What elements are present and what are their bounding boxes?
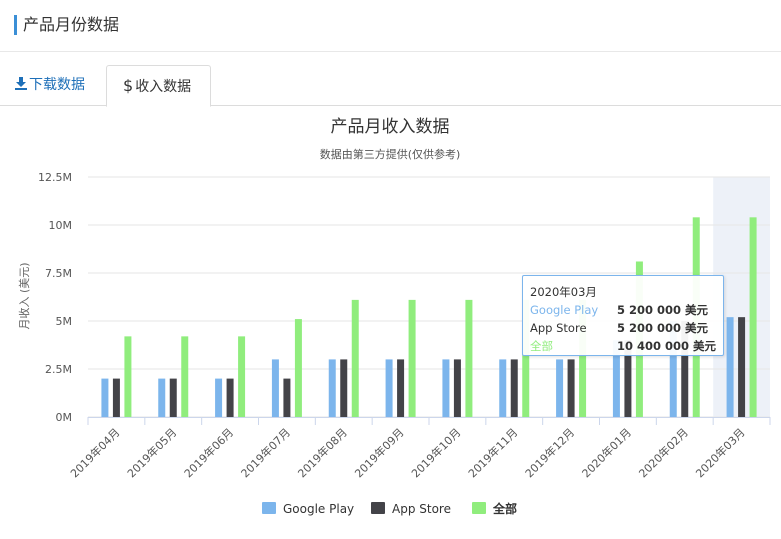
y-tick-label: 12.5M — [38, 171, 72, 184]
y-axis-label: 月收入 (美元) — [17, 262, 31, 329]
section-title: 产品月份数据 — [23, 15, 120, 34]
x-tick-label: 2019年09月 — [352, 425, 407, 480]
bar-1-0[interactable] — [112, 378, 120, 417]
chart-subtitle: 数据由第三方提供(仅供参考) — [320, 147, 461, 161]
bar-0-5[interactable] — [385, 359, 393, 417]
bar-0-11[interactable] — [726, 317, 734, 417]
y-tick-label: 10M — [49, 219, 73, 232]
bar-1-5[interactable] — [397, 359, 405, 417]
bar-2-7[interactable] — [522, 299, 530, 417]
x-tick-label: 2019年06月 — [181, 425, 236, 480]
bar-0-1[interactable] — [158, 378, 166, 417]
bar-2-6[interactable] — [465, 299, 473, 417]
legend-label: 全部 — [492, 501, 517, 516]
bar-0-6[interactable] — [442, 359, 450, 417]
bar-2-0[interactable] — [124, 336, 132, 417]
section-header: 产品月份数据 — [0, 0, 781, 52]
bar-2-4[interactable] — [351, 299, 359, 417]
bar-1-8[interactable] — [567, 359, 575, 417]
download-icon — [15, 77, 27, 90]
legend-item-1[interactable]: App Store — [371, 502, 451, 516]
tooltip-row-total: 全部 10 400 000 美元 — [530, 339, 717, 353]
bar-1-11[interactable] — [738, 317, 746, 417]
x-tick-label: 2019年12月 — [522, 425, 577, 480]
bar-0-8[interactable] — [556, 359, 564, 417]
bar-0-3[interactable] — [271, 359, 279, 417]
tab-revenue-data[interactable]: $ 收入数据 — [106, 65, 211, 107]
bar-1-4[interactable] — [340, 359, 348, 417]
x-tick-label: 2020年03月 — [693, 425, 748, 480]
bar-0-10[interactable] — [669, 321, 677, 417]
x-tick-label: 2020年01月 — [579, 425, 634, 480]
bar-2-8[interactable] — [579, 299, 587, 417]
x-tick-label: 2019年05月 — [124, 425, 179, 480]
bar-0-7[interactable] — [499, 359, 507, 417]
tooltip-header: 2020年03月 — [530, 285, 597, 299]
bar-0-9[interactable] — [612, 340, 620, 417]
tooltip-row-google-play: Google Play 5 200 000 美元 — [530, 303, 709, 317]
chart-title: 产品月收入数据 — [331, 117, 450, 137]
bar-0-4[interactable] — [328, 359, 336, 417]
legend-swatch — [262, 502, 276, 514]
x-tick-label: 2019年10月 — [408, 425, 463, 480]
x-tick-label: 2019年11月 — [465, 425, 520, 480]
bar-1-2[interactable] — [226, 378, 234, 417]
bar-1-7[interactable] — [510, 359, 518, 417]
y-tick-label: 5M — [56, 315, 73, 328]
bar-0-0[interactable] — [101, 378, 109, 417]
x-tick-label: 2019年08月 — [295, 425, 350, 480]
legend-swatch — [472, 502, 486, 514]
bar-2-2[interactable] — [238, 336, 246, 417]
bar-1-9[interactable] — [624, 340, 632, 417]
bar-0-2[interactable] — [215, 378, 223, 417]
bar-2-3[interactable] — [294, 319, 302, 417]
tab-download-label: 下载数据 — [29, 77, 85, 93]
y-tick-label: 7.5M — [45, 267, 72, 280]
tab-revenue-label: 收入数据 — [135, 79, 192, 95]
y-tick-label: 0M — [56, 411, 73, 424]
legend-item-0[interactable]: Google Play — [262, 502, 354, 516]
tooltip-row-app-store: App Store 5 200 000 美元 — [530, 321, 709, 335]
legend-swatch — [371, 502, 385, 514]
legend-item-2[interactable]: 全部 — [472, 501, 517, 516]
bar-1-3[interactable] — [283, 378, 291, 417]
legend-label: App Store — [392, 502, 451, 516]
tab-download-data[interactable]: 下载数据 — [0, 65, 106, 106]
x-tick-label: 2019年04月 — [67, 425, 122, 480]
x-tick-label: 2019年07月 — [238, 425, 293, 480]
tab-bar: 下载数据 $ 收入数据 — [0, 65, 781, 107]
bar-2-11[interactable] — [749, 217, 757, 417]
y-tick-label: 2.5M — [45, 363, 72, 376]
bar-1-1[interactable] — [169, 378, 177, 417]
bar-1-6[interactable] — [453, 359, 461, 417]
bar-2-5[interactable] — [408, 299, 416, 417]
dollar-icon: $ — [123, 76, 134, 95]
bar-1-10[interactable] — [681, 321, 689, 417]
title-accent-bar — [14, 15, 17, 35]
bar-2-1[interactable] — [181, 336, 189, 417]
chart-tooltip: 2020年03月 Google Play 5 200 000 美元 App Sto… — [522, 275, 724, 356]
legend-label: Google Play — [283, 502, 354, 516]
x-tick-label: 2020年02月 — [636, 425, 691, 480]
